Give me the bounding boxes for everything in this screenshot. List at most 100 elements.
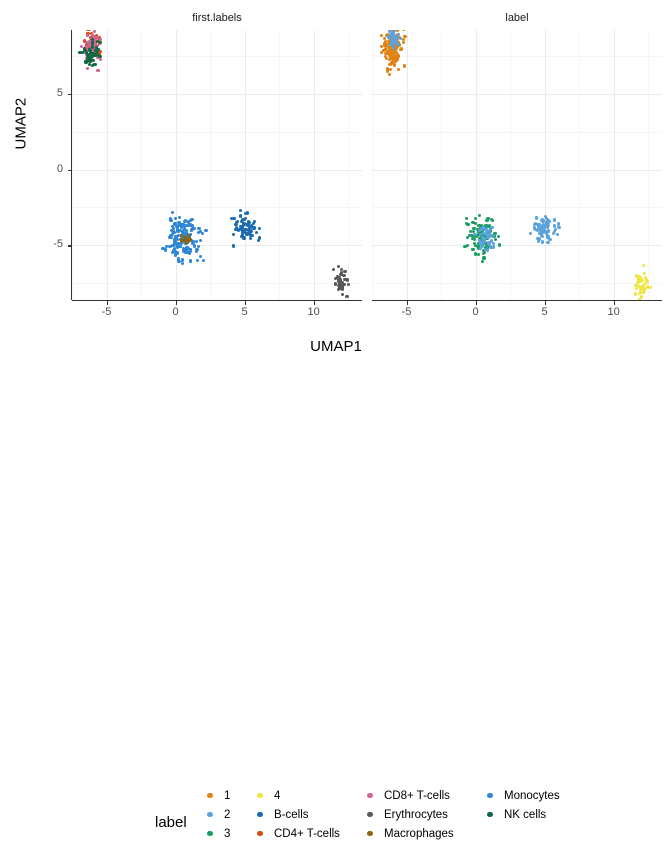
data-point: [642, 290, 645, 293]
legend-color-swatch-icon: [203, 789, 217, 803]
legend-color-swatch-icon: [363, 789, 377, 803]
data-point: [345, 295, 348, 298]
x-tick-mark: [614, 301, 615, 305]
legend-color-swatch-icon: [253, 808, 267, 822]
legend-color-swatch-icon: [483, 808, 497, 822]
legend-color-swatch-icon: [253, 827, 267, 841]
x-tick-mark: [407, 301, 408, 305]
legend-dot: [257, 812, 263, 818]
legend-item[interactable]: 3: [203, 824, 230, 843]
legend-title: label: [155, 814, 187, 831]
x-axis-line: [372, 300, 662, 301]
legend-item-label: 4: [274, 790, 280, 802]
legend-item-label: Monocytes: [504, 790, 560, 802]
panel-label: [372, 30, 662, 300]
data-point: [346, 278, 349, 281]
x-tick-label: 5: [230, 306, 260, 318]
y-tick-mark: [68, 170, 72, 171]
x-tick-mark: [245, 301, 246, 305]
x-tick-mark: [314, 301, 315, 305]
y-tick-label: -5: [39, 238, 63, 250]
legend-dot: [257, 793, 263, 799]
data-point: [635, 274, 638, 277]
legend-dot: [367, 831, 373, 837]
data-point: [343, 270, 346, 273]
legend-item-label: 2: [224, 809, 230, 821]
legend-item-label: B-cells: [274, 809, 309, 821]
legend-column: 1 2 3: [203, 786, 230, 843]
legend-dot: [207, 812, 213, 818]
x-tick-label: 0: [161, 306, 191, 318]
legend-color-swatch-icon: [203, 827, 217, 841]
legend-item[interactable]: Monocytes: [483, 786, 560, 805]
legend-color-swatch-icon: [203, 808, 217, 822]
data-point: [634, 292, 637, 295]
data-point: [341, 281, 344, 284]
y-tick-label: 0: [39, 163, 63, 175]
data-point: [341, 293, 344, 296]
x-tick-label: 0: [461, 306, 491, 318]
legend-item[interactable]: Macrophages: [363, 824, 454, 843]
x-tick-mark: [476, 301, 477, 305]
legend-item[interactable]: B-cells: [253, 805, 340, 824]
legend-item[interactable]: 4: [253, 786, 340, 805]
legend-item[interactable]: CD4+ T-cells: [253, 824, 340, 843]
legend-item-label: Macrophages: [384, 828, 454, 840]
legend-color-swatch-icon: [253, 789, 267, 803]
legend-column: CD8+ T-cells Erythrocytes Macrophages: [363, 786, 454, 843]
x-tick-label: 5: [530, 306, 560, 318]
y-axis-line: [71, 30, 72, 300]
data-point: [332, 268, 335, 271]
legend-item-label: 1: [224, 790, 230, 802]
data-point: [342, 274, 345, 277]
legend-item-label: CD4+ T-cells: [274, 828, 340, 840]
data-point: [644, 282, 647, 285]
y-axis-title: UMAP2: [13, 128, 30, 150]
x-tick-mark: [545, 301, 546, 305]
panel-title-label: label: [372, 10, 662, 26]
legend-dot: [487, 812, 493, 818]
legend-color-swatch-icon: [363, 827, 377, 841]
point-cluster: [72, 30, 362, 300]
legend-item-label: 3: [224, 828, 230, 840]
x-axis-title: UMAP1: [0, 338, 672, 355]
data-point: [634, 284, 637, 287]
y-tick-mark: [68, 245, 72, 246]
legend-item[interactable]: 2: [203, 805, 230, 824]
legend-item[interactable]: CD8+ T-cells: [363, 786, 454, 805]
legend-dot: [207, 831, 213, 837]
legend-dot: [367, 812, 373, 818]
data-point: [341, 288, 344, 291]
data-point: [640, 295, 643, 298]
x-tick-mark: [107, 301, 108, 305]
x-tick-label: 10: [599, 306, 629, 318]
legend-item[interactable]: 1: [203, 786, 230, 805]
legend-item[interactable]: Erythrocytes: [363, 805, 454, 824]
y-tick-mark: [68, 94, 72, 95]
data-point: [646, 285, 649, 288]
umap-scatter-plot: UMAP2 first.labels label 5 0 -5 -5 0 5 10 -5 0 5 1…: [0, 0, 672, 480]
x-tick-label: -5: [92, 306, 122, 318]
data-point: [638, 279, 641, 282]
x-axis-line: [72, 300, 362, 301]
x-tick-label: 10: [299, 306, 329, 318]
data-point: [649, 286, 652, 289]
legend-column: 4 B-cells CD4+ T-cells: [253, 786, 340, 843]
legend-dot: [257, 831, 263, 837]
y-tick-label: 5: [39, 87, 63, 99]
x-tick-label: -5: [392, 306, 422, 318]
legend-item-label: CD8+ T-cells: [384, 790, 450, 802]
data-point: [642, 264, 645, 267]
legend-color-swatch-icon: [363, 808, 377, 822]
data-point: [635, 287, 638, 290]
panel-first-labels: [72, 30, 362, 300]
legend-item[interactable]: NK cells: [483, 805, 560, 824]
legend-dot: [207, 793, 213, 799]
panel-title-first-labels: first.labels: [72, 10, 362, 26]
x-tick-mark: [176, 301, 177, 305]
legend-dot: [487, 793, 493, 799]
legend-color-swatch-icon: [483, 789, 497, 803]
point-cluster: [372, 30, 662, 300]
legend-item-label: Erythrocytes: [384, 809, 448, 821]
